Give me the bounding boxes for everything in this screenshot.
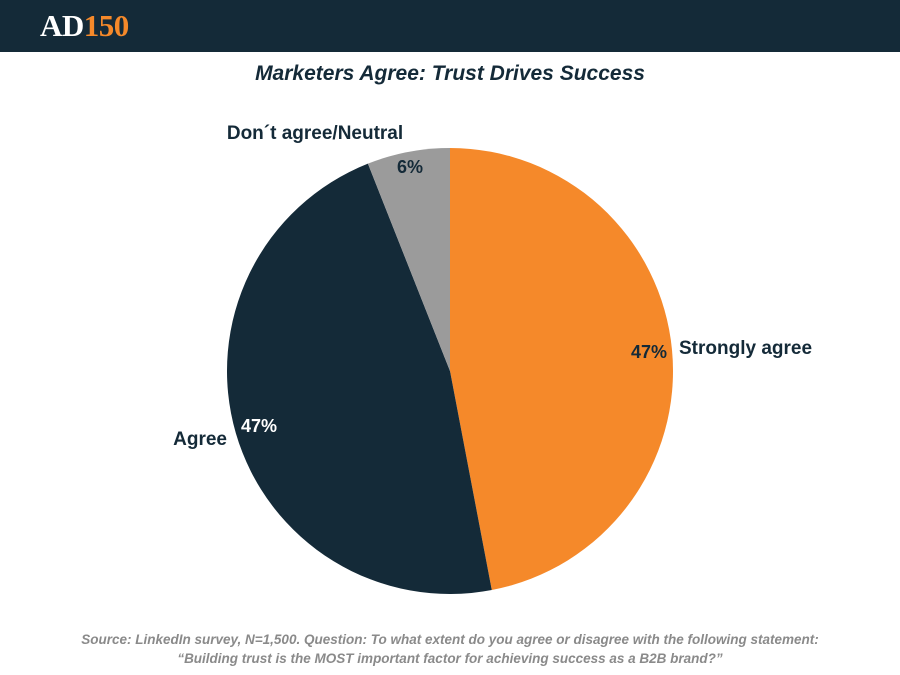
category-label-don-t-agree-neutral: Don´t agree/Neutral [227,123,403,144]
source-line-2: “Building trust is the MOST important fa… [177,651,723,666]
pie-slice-agree [227,163,492,594]
pie-slice-don-t-agree-neutral [367,148,450,371]
value-label-don-t-agree-neutral: 6% [397,157,423,177]
pie-slice-strongly-agree [450,148,673,591]
logo-prefix: AD [40,8,84,43]
value-label-strongly-agree: 47% [631,342,667,362]
chart-title: Marketers Agree: Trust Drives Success [255,62,645,85]
value-label-agree: 47% [241,416,277,436]
category-label-agree: Agree [173,429,227,450]
ad150-logo: AD150 [40,9,129,43]
source-line-1: Source: LinkedIn survey, N=1,500. Questi… [81,632,819,647]
header-bar: AD150 [0,0,900,52]
logo-number: 150 [83,8,130,43]
category-label-strongly-agree: Strongly agree [679,338,812,359]
source-note: Source: LinkedIn survey, N=1,500. Questi… [0,630,900,668]
